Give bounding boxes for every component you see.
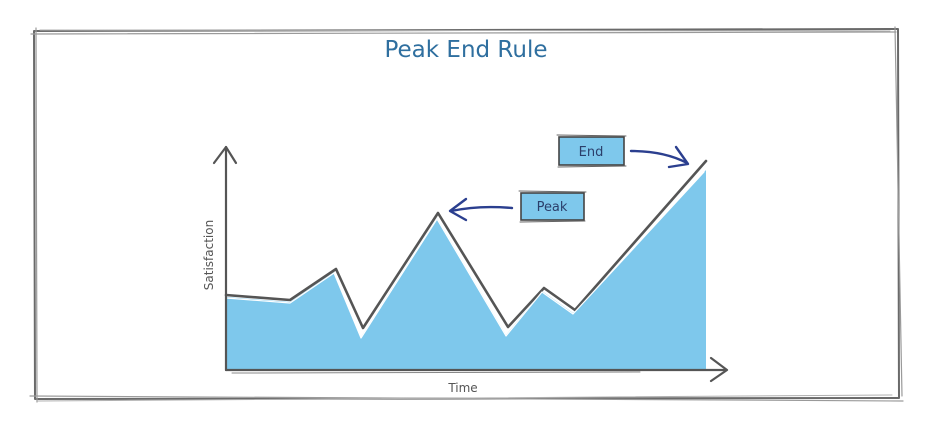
satisfaction-area [224,159,708,369]
peak-callout: Peak [448,190,587,223]
end-arrow-icon [629,149,689,165]
y-axis-arrow-icon [212,145,238,165]
x-axis-label: Time [447,381,477,395]
area-fill [226,170,706,369]
peak-box [520,192,585,221]
end-label: End [579,145,604,160]
peak-arrow-icon [449,205,514,213]
diagram-title: Peak End Rule [384,37,547,63]
satisfaction-line [224,159,708,330]
peak-label: Peak [537,200,568,215]
end-callout: End [556,134,690,169]
x-axis-arrow-icon [709,356,729,383]
y-axis-label: Satisfaction [202,220,216,290]
axes: Time Satisfaction [202,145,729,395]
sketch-frame [29,26,904,403]
end-box [558,136,625,166]
